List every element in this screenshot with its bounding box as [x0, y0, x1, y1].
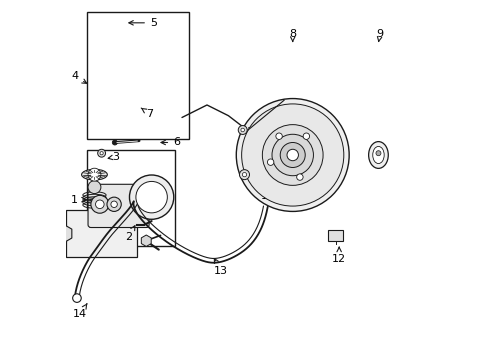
Text: 5: 5 [129, 18, 157, 28]
Ellipse shape [98, 149, 105, 157]
Ellipse shape [238, 126, 246, 134]
Ellipse shape [368, 141, 387, 168]
Circle shape [280, 143, 305, 167]
Bar [87, 12, 189, 139]
Text: 9: 9 [376, 28, 383, 42]
Circle shape [88, 168, 101, 181]
Circle shape [303, 133, 309, 139]
Ellipse shape [242, 172, 246, 177]
Circle shape [136, 181, 167, 213]
Text: 2: 2 [124, 226, 135, 242]
Circle shape [236, 99, 348, 211]
Ellipse shape [81, 169, 107, 180]
Circle shape [107, 197, 121, 211]
Text: 3: 3 [108, 152, 119, 162]
Text: 13: 13 [214, 258, 228, 276]
Ellipse shape [239, 170, 249, 180]
Circle shape [267, 159, 273, 165]
Text: 10: 10 [260, 185, 274, 201]
Circle shape [271, 134, 313, 176]
Circle shape [95, 200, 104, 208]
Circle shape [286, 149, 298, 161]
Circle shape [262, 125, 323, 185]
FancyBboxPatch shape [88, 184, 149, 228]
Polygon shape [56, 225, 72, 243]
Text: 6: 6 [161, 138, 180, 148]
Ellipse shape [100, 152, 103, 155]
Text: 11: 11 [246, 127, 260, 142]
Ellipse shape [372, 147, 384, 163]
Circle shape [241, 104, 343, 206]
Text: 8: 8 [288, 28, 296, 42]
Circle shape [296, 174, 303, 180]
Text: 7: 7 [141, 108, 153, 119]
Circle shape [129, 175, 173, 219]
Circle shape [73, 294, 81, 302]
Bar [87, 150, 175, 246]
Circle shape [112, 140, 117, 145]
Text: 4: 4 [71, 71, 86, 83]
Circle shape [375, 151, 380, 156]
Circle shape [91, 195, 108, 213]
Circle shape [88, 181, 101, 194]
Text: 14: 14 [73, 304, 87, 319]
Bar [327, 230, 343, 241]
Ellipse shape [241, 128, 244, 132]
Circle shape [111, 201, 117, 207]
Text: 12: 12 [331, 247, 346, 264]
Circle shape [275, 133, 282, 139]
Bar [66, 210, 137, 257]
Text: 1: 1 [71, 195, 86, 204]
